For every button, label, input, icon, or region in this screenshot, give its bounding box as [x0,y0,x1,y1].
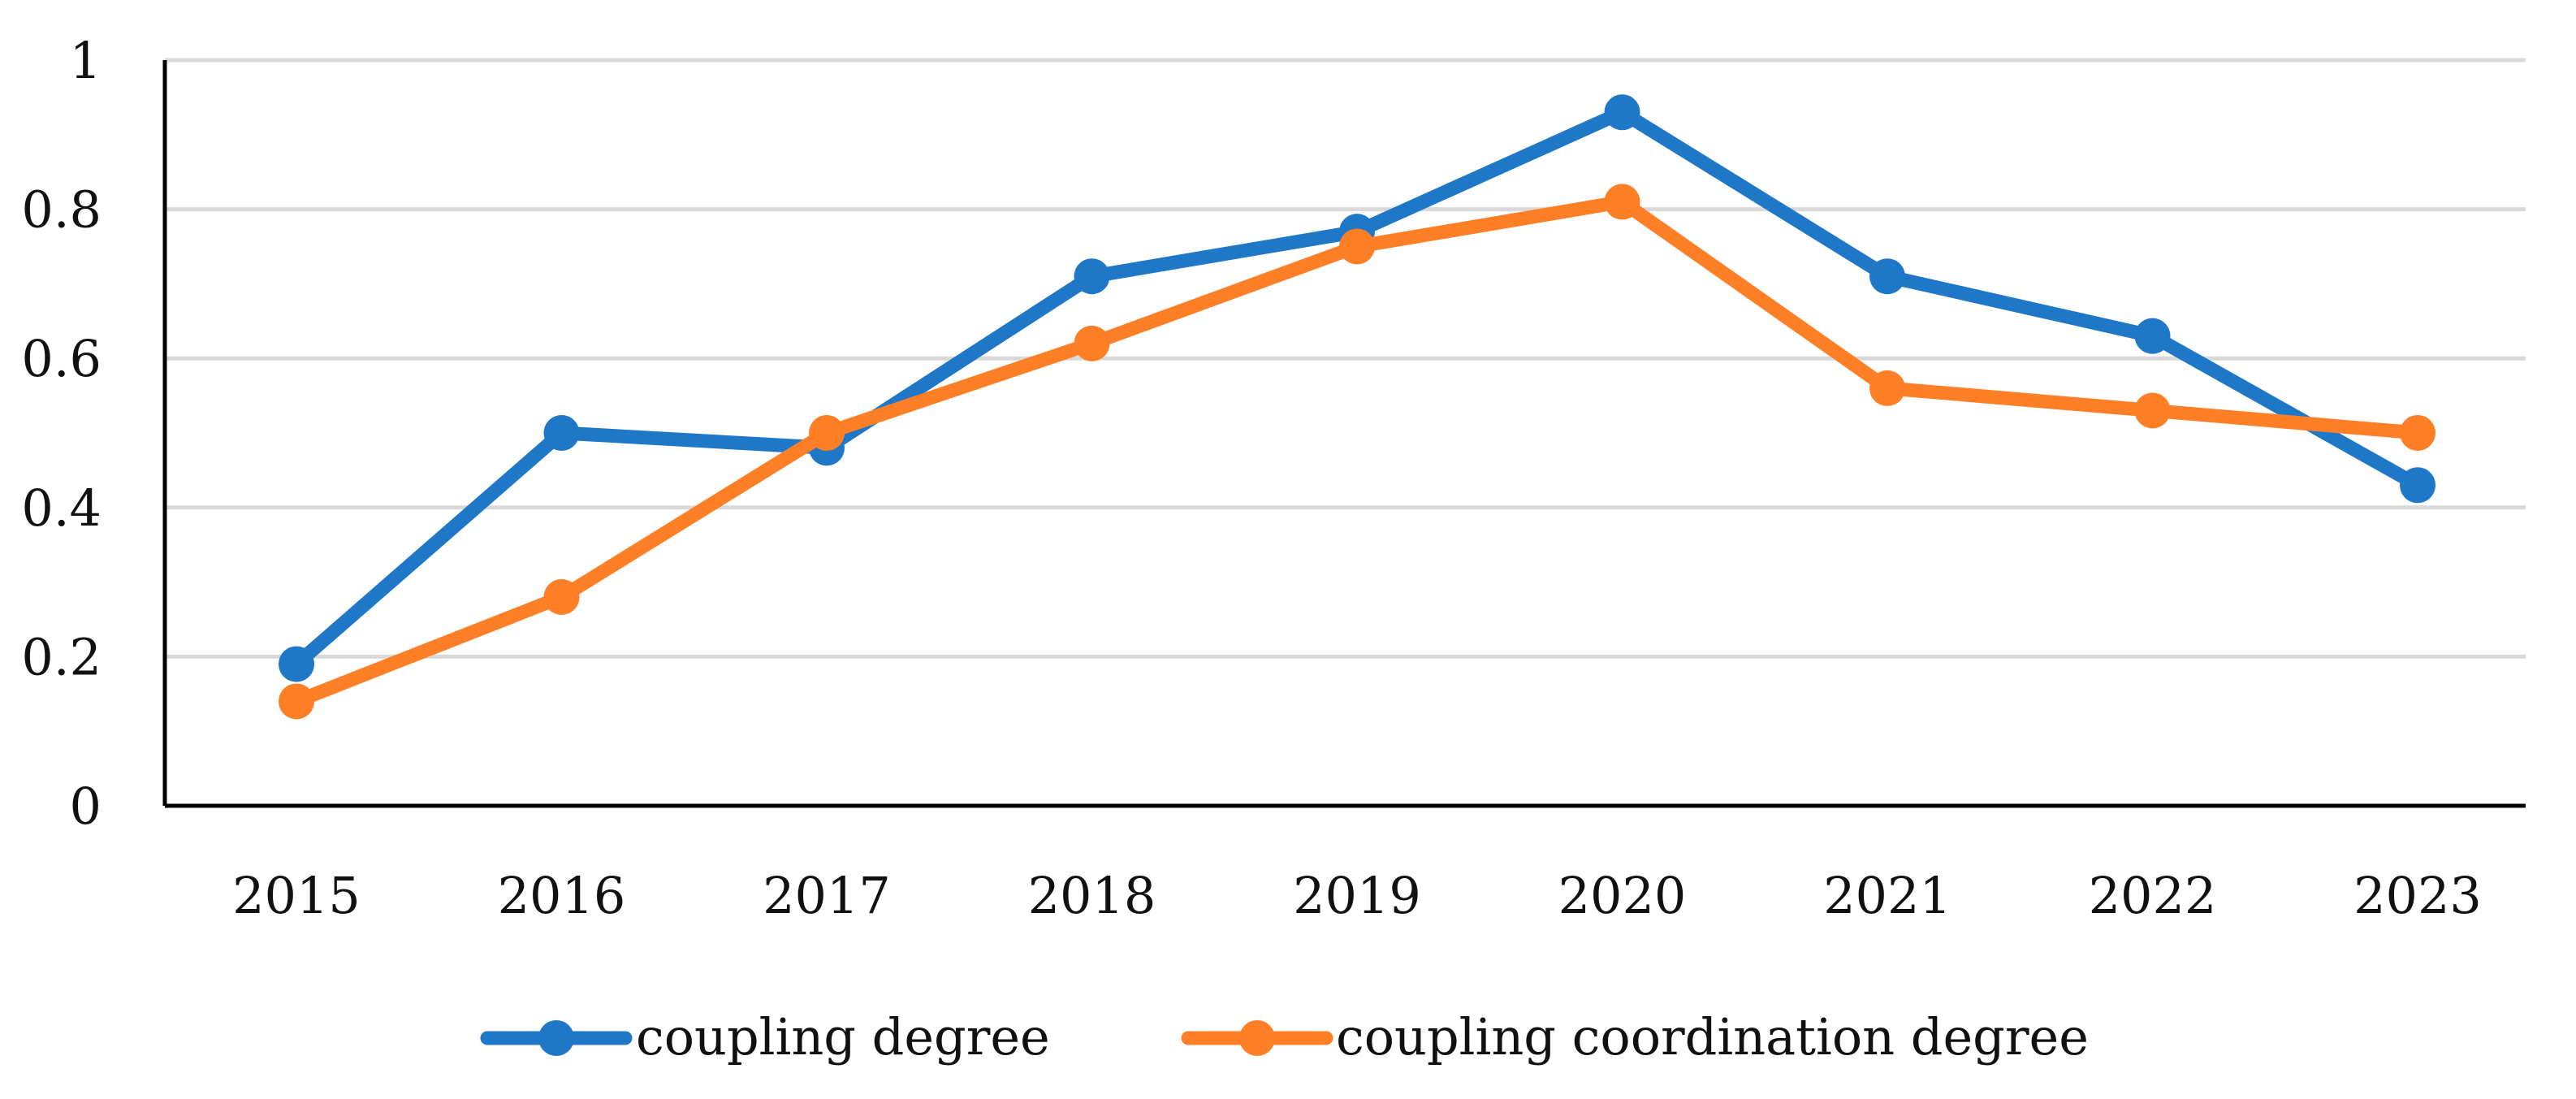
legend-swatch-marker [538,1020,574,1056]
data-point [1869,258,1905,295]
x-tick-labels: 2015 2016 2017 2018 2019 2020 2021 2022 2023 [232,866,2482,925]
x-tick-label: 2022 [2089,866,2217,925]
data-point [543,415,580,451]
data-point [279,683,314,720]
data-point [1869,370,1905,406]
data-point [1604,94,1640,131]
legend-label: coupling degree [636,1007,1050,1067]
legend-item: coupling degree [480,1007,1050,1067]
y-tick-label: 0.2 [21,627,102,686]
series-coupling-degree [279,94,2436,682]
data-point [2134,392,2171,429]
y-tick-label: 0.6 [21,329,102,388]
data-point [2134,318,2171,354]
data-point [1074,325,1110,361]
data-point [809,415,845,451]
data-point [279,646,314,682]
gridlines [165,58,2526,659]
x-tick-label: 2021 [1823,866,1951,925]
data-point [1074,258,1110,295]
y-tick-label: 0.8 [21,180,102,240]
legend-label: coupling coordination degree [1336,1007,2089,1067]
y-tick-label: 0 [70,777,102,836]
x-tick-label: 2020 [1558,866,1687,925]
data-point [1339,228,1375,265]
x-tick-label: 2018 [1028,866,1156,925]
data-point [1604,184,1640,220]
x-tick-label: 2023 [2353,866,2482,925]
y-tick-label: 1 [70,31,102,90]
series-lines [279,94,2436,720]
y-tick-label: 0.4 [21,478,102,538]
x-tick-label: 2017 [763,866,891,925]
series-line [289,105,2425,672]
x-tick-label: 2019 [1293,866,1421,925]
y-tick-labels: 0 0.2 0.4 0.6 0.8 1 [21,31,102,836]
legend-swatch-marker [1239,1020,1275,1056]
x-tick-label: 2015 [232,866,361,925]
series-coupling-coordination-degree [279,184,2436,720]
x-tick-label: 2016 [498,866,626,925]
data-point [2400,415,2436,451]
legend: coupling degree coupling coordination deg… [480,1007,2089,1067]
data-point [2400,467,2436,504]
axes [162,60,2526,808]
series-line [289,194,2425,708]
data-point [543,578,580,615]
legend-item: coupling coordination degree [1181,1007,2089,1067]
